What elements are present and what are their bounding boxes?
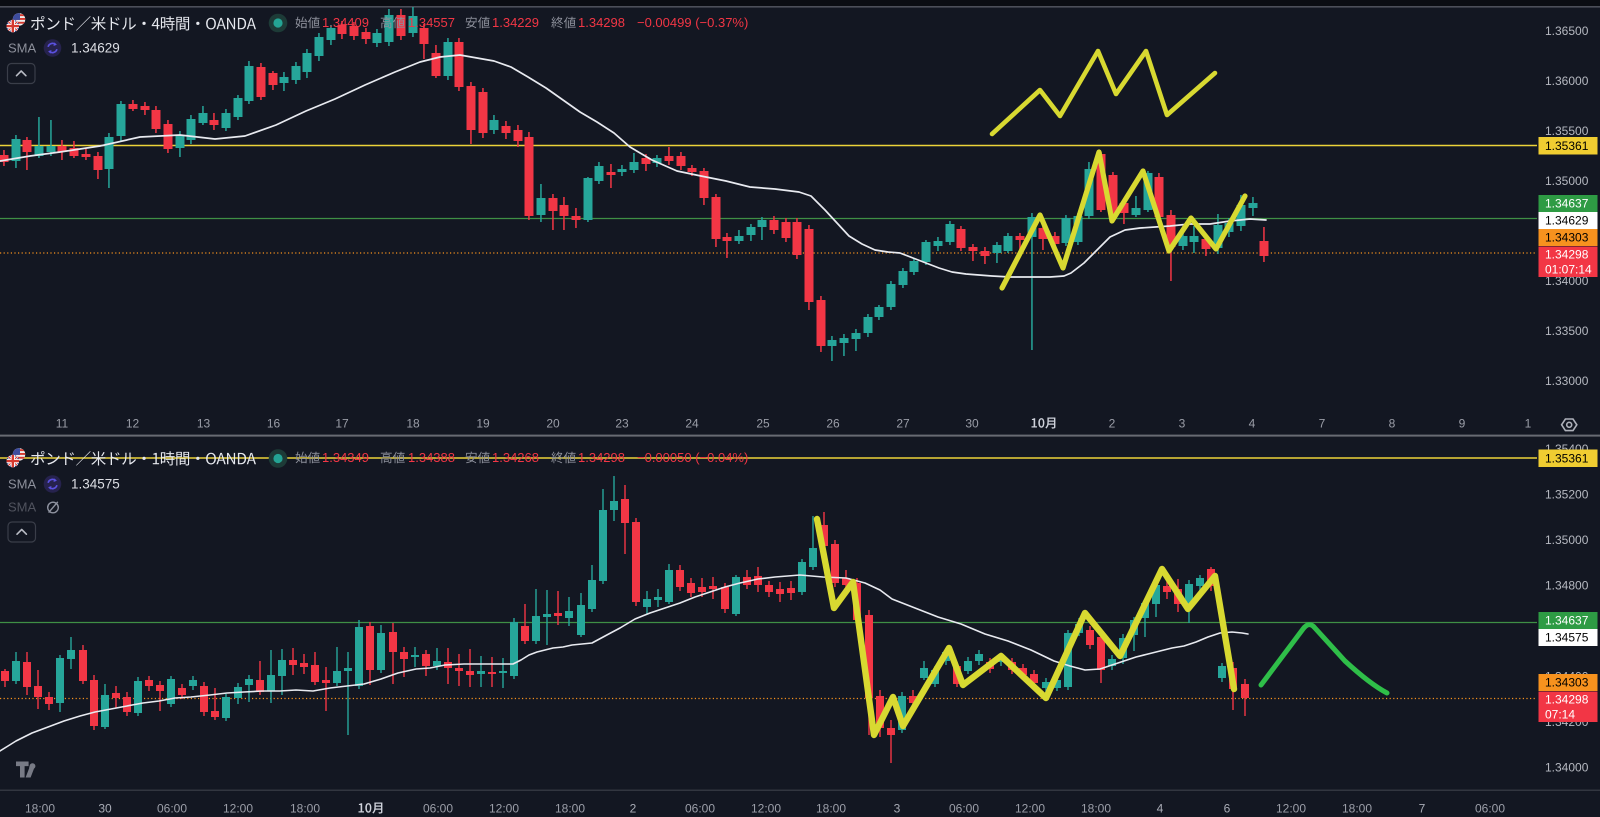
svg-text:8: 8	[1389, 417, 1396, 431]
svg-text:−0.00050 (−0.04%): −0.00050 (−0.04%)	[637, 450, 748, 465]
svg-text:1.34298: 1.34298	[1545, 247, 1589, 261]
svg-text:06:00: 06:00	[423, 802, 453, 816]
svg-text:19: 19	[476, 417, 490, 431]
svg-text:1.34629: 1.34629	[1545, 214, 1589, 228]
svg-text:1.35361: 1.35361	[1545, 451, 1589, 465]
svg-text:16: 16	[267, 417, 281, 431]
svg-text:12: 12	[126, 417, 140, 431]
svg-text:01:07:14: 01:07:14	[1545, 263, 1592, 277]
svg-text:6: 6	[1224, 802, 1231, 816]
svg-text:1.35000: 1.35000	[1545, 174, 1589, 188]
svg-text:−0.00499 (−0.37%): −0.00499 (−0.37%)	[637, 15, 748, 30]
svg-text:12:00: 12:00	[1276, 802, 1306, 816]
svg-text:1.34575: 1.34575	[1545, 631, 1589, 645]
svg-text:1.34298: 1.34298	[578, 450, 625, 465]
svg-text:1.34637: 1.34637	[1545, 197, 1589, 211]
svg-text:1.34229: 1.34229	[492, 15, 539, 30]
svg-text:06:00: 06:00	[685, 802, 715, 816]
svg-text:18:00: 18:00	[816, 802, 846, 816]
svg-text:30: 30	[98, 802, 112, 816]
svg-text:27: 27	[896, 417, 910, 431]
svg-text:1.34298: 1.34298	[1545, 692, 1589, 706]
svg-text:1.34303: 1.34303	[1545, 231, 1589, 245]
svg-text:2: 2	[630, 802, 637, 816]
svg-text:12:00: 12:00	[223, 802, 253, 816]
svg-text:1.34000: 1.34000	[1545, 274, 1589, 288]
svg-text:30: 30	[965, 417, 979, 431]
svg-text:12:00: 12:00	[489, 802, 519, 816]
svg-text:1.33000: 1.33000	[1545, 374, 1589, 388]
svg-text:4: 4	[1249, 417, 1256, 431]
svg-text:26: 26	[826, 417, 840, 431]
svg-text:11: 11	[56, 417, 69, 431]
svg-text:13: 13	[197, 417, 211, 431]
svg-text:18:00: 18:00	[555, 802, 585, 816]
svg-text:1.34409: 1.34409	[322, 15, 369, 30]
svg-text:1.34303: 1.34303	[1545, 676, 1589, 690]
svg-text:7: 7	[1419, 802, 1426, 816]
svg-text:1.36000: 1.36000	[1545, 74, 1589, 88]
svg-text:25: 25	[756, 417, 770, 431]
svg-text:1.36500: 1.36500	[1545, 24, 1589, 38]
svg-text:4: 4	[1157, 802, 1164, 816]
svg-text:06:00: 06:00	[1475, 802, 1505, 816]
svg-text:23: 23	[615, 417, 629, 431]
svg-text:7: 7	[1319, 417, 1326, 431]
svg-text:1.34800: 1.34800	[1545, 579, 1589, 593]
svg-text:18:00: 18:00	[1342, 802, 1372, 816]
svg-text:18:00: 18:00	[290, 802, 320, 816]
svg-text:1.34349: 1.34349	[322, 450, 369, 465]
svg-text:1.34575: 1.34575	[71, 477, 120, 492]
svg-text:1.35200: 1.35200	[1545, 488, 1589, 502]
svg-text:1.34637: 1.34637	[1545, 614, 1589, 628]
svg-text:20: 20	[546, 417, 560, 431]
svg-text:1.34000: 1.34000	[1545, 761, 1589, 775]
svg-text:18:00: 18:00	[1081, 802, 1111, 816]
svg-text:SMA: SMA	[8, 477, 37, 492]
svg-text:1: 1	[1525, 417, 1532, 431]
svg-text:18: 18	[406, 417, 420, 431]
svg-text:1.34388: 1.34388	[408, 450, 455, 465]
svg-text:1.35500: 1.35500	[1545, 124, 1589, 138]
svg-text:12:00: 12:00	[751, 802, 781, 816]
svg-text:12:00: 12:00	[1015, 802, 1045, 816]
svg-text:06:00: 06:00	[157, 802, 187, 816]
svg-text:1.34629: 1.34629	[71, 41, 120, 56]
svg-text:1.35361: 1.35361	[1545, 139, 1589, 153]
svg-text:07:14: 07:14	[1545, 708, 1575, 722]
svg-text:9: 9	[1459, 417, 1466, 431]
svg-text:1.34298: 1.34298	[578, 15, 625, 30]
svg-text:1.35000: 1.35000	[1545, 533, 1589, 547]
svg-text:SMA: SMA	[8, 41, 37, 56]
svg-text:3: 3	[1179, 417, 1186, 431]
svg-text:3: 3	[894, 802, 901, 816]
svg-text:1.33500: 1.33500	[1545, 324, 1589, 338]
svg-text:24: 24	[685, 417, 699, 431]
svg-text:2: 2	[1109, 417, 1116, 431]
svg-text:1.34268: 1.34268	[492, 450, 539, 465]
svg-text:1.34557: 1.34557	[408, 15, 455, 30]
svg-text:18:00: 18:00	[25, 802, 55, 816]
svg-text:17: 17	[335, 417, 349, 431]
svg-text:06:00: 06:00	[949, 802, 979, 816]
svg-text:SMA: SMA	[8, 500, 37, 515]
